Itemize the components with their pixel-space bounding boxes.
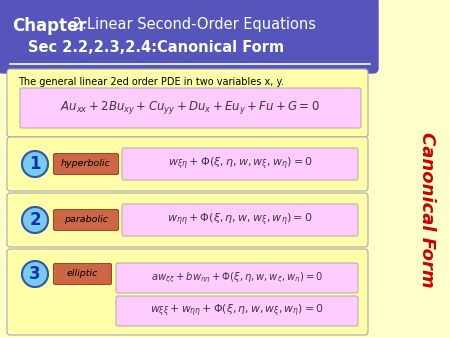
Text: Chapter: Chapter (12, 17, 86, 35)
FancyBboxPatch shape (0, 0, 378, 73)
Text: elliptic: elliptic (66, 269, 98, 279)
Text: $w_{\xi\eta} + \Phi(\xi, \eta, w, w_\xi, w_\eta) = 0$: $w_{\xi\eta} + \Phi(\xi, \eta, w, w_\xi,… (167, 156, 312, 172)
Text: 1: 1 (29, 155, 41, 173)
Text: $w_{\eta\eta} + \Phi(\xi, \eta, w, w_\xi, w_\eta) = 0$: $w_{\eta\eta} + \Phi(\xi, \eta, w, w_\xi… (167, 212, 313, 228)
FancyBboxPatch shape (116, 263, 358, 293)
FancyBboxPatch shape (7, 137, 368, 191)
Circle shape (22, 207, 48, 233)
FancyBboxPatch shape (54, 153, 118, 174)
Text: $aw_{\xi\xi} + bw_{\eta\eta} + \Phi(\xi, \eta, w, w_\xi, w_\eta) = 0$: $aw_{\xi\xi} + bw_{\eta\eta} + \Phi(\xi,… (151, 271, 323, 285)
FancyBboxPatch shape (54, 264, 112, 285)
Circle shape (22, 261, 48, 287)
FancyBboxPatch shape (20, 88, 361, 128)
Text: The general linear 2ed order PDE in two variables x, y.: The general linear 2ed order PDE in two … (18, 77, 284, 87)
FancyBboxPatch shape (54, 210, 118, 231)
FancyBboxPatch shape (7, 69, 368, 137)
Circle shape (22, 151, 48, 177)
Text: 3: 3 (29, 265, 41, 283)
Text: Sec 2.2,2.3,2.4:Canonical Form: Sec 2.2,2.3,2.4:Canonical Form (28, 40, 284, 55)
Text: $w_{\xi\xi} + w_{\eta\eta} + \Phi(\xi, \eta, w, w_\xi, w_\eta) = 0$: $w_{\xi\xi} + w_{\eta\eta} + \Phi(\xi, \… (150, 303, 324, 319)
Text: parabolic: parabolic (64, 216, 108, 224)
FancyBboxPatch shape (122, 148, 358, 180)
FancyBboxPatch shape (116, 296, 358, 326)
Text: $Au_{xx} + 2Bu_{xy} + Cu_{yy} + Du_x + Eu_y + Fu + G = 0$: $Au_{xx} + 2Bu_{xy} + Cu_{yy} + Du_x + E… (60, 99, 320, 117)
Text: 2: 2 (29, 211, 41, 229)
Text: Canonical Form: Canonical Form (418, 132, 436, 288)
Text: 2:Linear Second-Order Equations: 2:Linear Second-Order Equations (68, 17, 316, 32)
FancyBboxPatch shape (7, 249, 368, 335)
FancyBboxPatch shape (122, 204, 358, 236)
FancyBboxPatch shape (7, 193, 368, 247)
Text: hyperbolic: hyperbolic (61, 160, 111, 169)
